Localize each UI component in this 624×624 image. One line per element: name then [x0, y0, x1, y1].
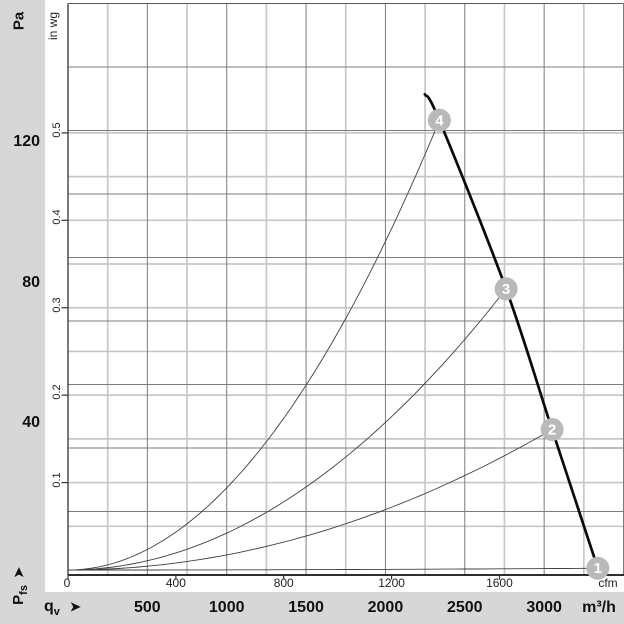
pa-tick-label-80: 80 — [22, 273, 40, 291]
inwg-tick-label-0.3: 0.3 — [51, 297, 63, 313]
inwg-tick-label-0.2: 0.2 — [51, 384, 63, 400]
y-axis-secondary-unit-label: in wg — [46, 11, 60, 41]
cfm-tick-label-1200: 1200 — [378, 576, 405, 590]
pressure-symbol: P — [10, 594, 27, 605]
pa-tick-label-120: 120 — [13, 133, 40, 151]
x-axis-symbol: qv ➤ — [44, 598, 81, 618]
inwg-tick-label-0.4: 0.4 — [51, 209, 63, 225]
inwg-tick-label-0.1: 0.1 — [51, 471, 63, 488]
cfm-tick-label-800: 800 — [273, 576, 294, 590]
x-axis-origin-label: 0 — [63, 576, 71, 590]
operating-point-number-2: 2 — [548, 422, 556, 439]
chart-panel-background — [45, 0, 624, 592]
x-axis-secondary-unit-label: cfm — [598, 576, 618, 590]
m3h-tick-label-2500: 2500 — [446, 599, 483, 616]
y-axis-primary-unit-label: Pa — [10, 11, 28, 31]
operating-point-marker-4 — [427, 108, 451, 132]
flow-symbol: q — [44, 598, 54, 615]
pa-tick-label-40: 40 — [22, 414, 40, 432]
inwg-tick-label-0.5: 0.5 — [51, 122, 63, 138]
system-curve-1 — [68, 567, 598, 571]
m3h-tick-label-2000: 2000 — [367, 599, 404, 616]
operating-point-marker-1 — [586, 556, 610, 580]
m3h-tick-label-1500: 1500 — [288, 599, 324, 616]
system-curve-3 — [67, 288, 507, 571]
m3h-tick-label-3000: 3000 — [526, 599, 562, 616]
right-arrow-icon: ➤ — [69, 599, 81, 614]
system-curve-4 — [67, 120, 440, 571]
y-axis-symbol: Pfs ➤ — [10, 567, 30, 605]
operating-point-marker-2 — [540, 418, 564, 441]
m3h-tick-label-500: 500 — [133, 599, 161, 616]
operating-point-number-3: 3 — [502, 281, 510, 298]
flow-symbol-subscript: v — [53, 606, 60, 619]
operating-point-number-4: 4 — [435, 112, 444, 129]
cfm-tick-label-400: 400 — [165, 576, 186, 590]
cfm-tick-label-1600: 1600 — [486, 576, 513, 590]
x-axis-primary-unit-label: m³/h — [582, 599, 616, 616]
up-arrow-icon: ➤ — [11, 567, 26, 579]
operating-point-number-1: 1 — [594, 560, 602, 577]
system-curve-2 — [67, 429, 553, 571]
operating-point-marker-3 — [494, 277, 518, 301]
pressure-symbol-subscript: fs — [18, 585, 30, 595]
m3h-tick-label-1000: 1000 — [208, 599, 245, 616]
